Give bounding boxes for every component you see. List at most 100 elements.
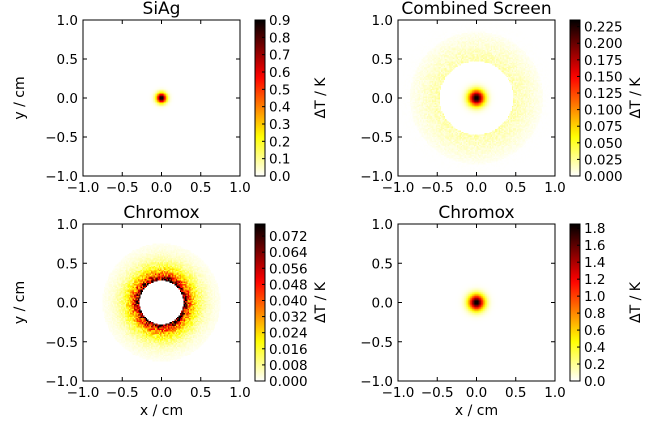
colorbar-tick-label: 0.150 bbox=[584, 69, 623, 85]
y-tick-label: 1.0 bbox=[372, 217, 393, 233]
x-axis-label: x / cm bbox=[455, 403, 498, 419]
colorbar-tick-label: 0.8 bbox=[584, 306, 605, 322]
y-tick-label: −1.0 bbox=[360, 374, 393, 390]
colorbar-tick-label: 0.7 bbox=[269, 48, 290, 64]
x-tick-label: −0.5 bbox=[421, 385, 454, 401]
x-tick-label: 0.5 bbox=[190, 385, 211, 401]
y-tick-label: 0.0 bbox=[372, 296, 393, 312]
panel-title: Combined Screen bbox=[401, 0, 551, 19]
colorbar-tick-label: 0.0 bbox=[584, 374, 605, 390]
x-tick-label: −0.5 bbox=[421, 180, 454, 196]
panel-2: Combined Screen −1.0 −0.5 0.0 0.5 1.0 −1.0 −0.5… bbox=[360, 0, 644, 196]
colorbar-tick-label: 0.125 bbox=[584, 86, 623, 102]
y-tick-label: 1.0 bbox=[57, 13, 78, 29]
x-tick-label: −1.0 bbox=[382, 180, 415, 196]
x-tick-label: −0.5 bbox=[106, 385, 139, 401]
x-tick-label: 1.0 bbox=[229, 180, 250, 196]
x-tick-label: −1.0 bbox=[67, 180, 100, 196]
x-tick-label: 0.5 bbox=[505, 180, 526, 196]
y-tick-label: −0.5 bbox=[45, 335, 78, 351]
x-tick-label: 0.5 bbox=[190, 180, 211, 196]
colorbar-tick-label: 0.000 bbox=[584, 169, 623, 185]
colorbar bbox=[569, 223, 581, 382]
y-tick-label: −1.0 bbox=[360, 169, 393, 185]
panel-title: Chromox bbox=[123, 203, 199, 223]
x-tick-label: 0.0 bbox=[151, 180, 172, 196]
colorbar-tick-label: 0.050 bbox=[584, 136, 623, 152]
colorbar-tick-label: 0.225 bbox=[584, 20, 623, 36]
y-axis-label: y / cm bbox=[12, 76, 28, 119]
colorbar-tick-label: 0.2 bbox=[269, 134, 290, 150]
colorbar-tick-label: 0.075 bbox=[584, 119, 623, 135]
x-tick-label: 0.0 bbox=[466, 385, 487, 401]
y-tick-label: 0.5 bbox=[57, 52, 78, 68]
colorbar bbox=[569, 19, 581, 177]
colorbar-tick-label: 0.025 bbox=[584, 152, 623, 168]
colorbar-tick-label: 0.040 bbox=[269, 293, 308, 309]
colorbar bbox=[254, 223, 266, 382]
colorbar-tick-label: 0.072 bbox=[269, 229, 308, 245]
colorbar-tick-label: 1.0 bbox=[584, 289, 605, 305]
colorbar bbox=[254, 19, 266, 177]
colorbar-tick-label: 0.1 bbox=[269, 152, 290, 168]
colorbar-tick-label: 0.100 bbox=[584, 103, 623, 119]
y-tick-label: −1.0 bbox=[45, 374, 78, 390]
colorbar-tick-label: 0.048 bbox=[269, 277, 308, 293]
colorbar-tick-label: 1.6 bbox=[584, 238, 605, 254]
colorbar-tick-label: 0.008 bbox=[269, 358, 308, 374]
x-tick-label: 1.0 bbox=[544, 180, 565, 196]
colorbar-tick-label: 0.000 bbox=[269, 374, 308, 390]
x-tick-label: −0.5 bbox=[106, 180, 139, 196]
y-tick-label: 1.0 bbox=[57, 217, 78, 233]
colorbar-tick-label: 1.4 bbox=[584, 255, 605, 271]
colorbar-tick-label: 0.8 bbox=[269, 30, 290, 46]
colorbar-tick-label: 0.2 bbox=[584, 357, 605, 373]
y-tick-label: −0.5 bbox=[45, 130, 78, 146]
panel-4: Chromox −1.0 −0.5 0.0 0.5 1.0 −1.0 −0.5 0.0 0.5 1.… bbox=[360, 203, 644, 419]
colorbar-label: ΔT / K bbox=[313, 281, 329, 323]
colorbar-tick-label: 0.9 bbox=[269, 13, 290, 29]
x-tick-label: 1.0 bbox=[544, 385, 565, 401]
colorbar-tick-label: 0.4 bbox=[584, 340, 605, 356]
colorbar-tick-label: 0.200 bbox=[584, 36, 623, 52]
colorbar-label: ΔT / K bbox=[313, 77, 329, 119]
colorbar-tick-label: 1.8 bbox=[584, 221, 605, 237]
panel-1: SiAg −1.0 −0.5 0.0 0.5 1.0 −1.0 −0.5 0.0 0.5 1.0 y … bbox=[12, 0, 329, 196]
y-tick-label: 1.0 bbox=[372, 13, 393, 29]
heatmap-image bbox=[398, 20, 555, 176]
heatmap-image bbox=[398, 224, 555, 381]
y-tick-label: 0.5 bbox=[57, 256, 78, 272]
colorbar-tick-label: 0.175 bbox=[584, 53, 623, 69]
y-axis-label: y / cm bbox=[12, 281, 28, 324]
y-tick-label: 0.0 bbox=[57, 296, 78, 312]
colorbar-tick-label: 1.2 bbox=[584, 272, 605, 288]
colorbar-tick-label: 0.016 bbox=[269, 342, 308, 358]
colorbar-tick-label: 0.056 bbox=[269, 261, 308, 277]
panel-title: SiAg bbox=[143, 0, 181, 19]
x-tick-label: 0.0 bbox=[151, 385, 172, 401]
panel-3: Chromox −1.0 −0.5 0.0 0.5 1.0 −1.0 −0.5 0.0 0.5 1.… bbox=[12, 203, 329, 419]
panel-title: Chromox bbox=[438, 203, 514, 223]
colorbar-tick-label: 0.6 bbox=[584, 323, 605, 339]
y-tick-label: −0.5 bbox=[360, 335, 393, 351]
colorbar-tick-label: 0.024 bbox=[269, 326, 308, 342]
colorbar-tick-label: 0.0 bbox=[269, 169, 290, 185]
colorbar-tick-label: 0.5 bbox=[269, 82, 290, 98]
y-tick-label: 0.5 bbox=[372, 256, 393, 272]
colorbar-label: ΔT / K bbox=[628, 77, 644, 119]
y-tick-label: −1.0 bbox=[45, 169, 78, 185]
y-tick-label: 0.0 bbox=[372, 91, 393, 107]
y-tick-label: 0.0 bbox=[57, 91, 78, 107]
colorbar-label: ΔT / K bbox=[628, 281, 644, 323]
colorbar-tick-label: 0.032 bbox=[269, 310, 308, 326]
x-axis-label: x / cm bbox=[140, 403, 183, 419]
heatmap-image bbox=[83, 224, 240, 381]
colorbar-tick-label: 0.3 bbox=[269, 117, 290, 133]
heatmap-image bbox=[83, 20, 240, 176]
x-tick-label: 0.0 bbox=[466, 180, 487, 196]
colorbar-tick-label: 0.4 bbox=[269, 100, 290, 116]
x-tick-label: −1.0 bbox=[382, 385, 415, 401]
colorbar-tick-label: 0.6 bbox=[269, 65, 290, 81]
x-tick-label: 1.0 bbox=[229, 385, 250, 401]
